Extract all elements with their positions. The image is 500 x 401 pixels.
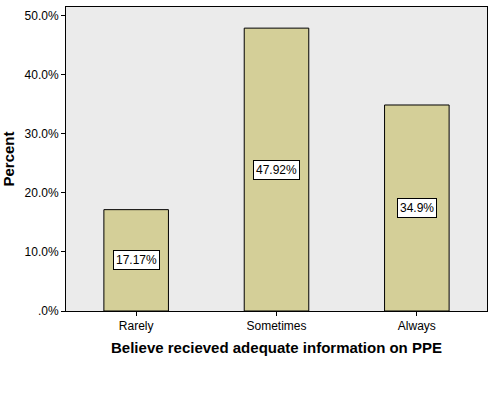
svg-text:47.92%: 47.92%	[256, 163, 297, 177]
svg-text:Believe recieved adequate info: Believe recieved adequate information on…	[111, 339, 442, 356]
svg-text:Always: Always	[398, 319, 436, 333]
svg-text:50.0%: 50.0%	[25, 9, 59, 23]
svg-text:30.0%: 30.0%	[25, 127, 59, 141]
svg-text:40.0%: 40.0%	[25, 68, 59, 82]
svg-text:Percent: Percent	[0, 131, 17, 186]
svg-text:20.0%: 20.0%	[25, 186, 59, 200]
svg-text:.0%: .0%	[38, 304, 59, 318]
svg-text:10.0%: 10.0%	[25, 245, 59, 259]
svg-text:Rarely: Rarely	[119, 319, 154, 333]
svg-text:17.17%: 17.17%	[116, 253, 157, 267]
svg-text:Sometimes: Sometimes	[246, 319, 306, 333]
svg-text:34.9%: 34.9%	[400, 201, 434, 215]
